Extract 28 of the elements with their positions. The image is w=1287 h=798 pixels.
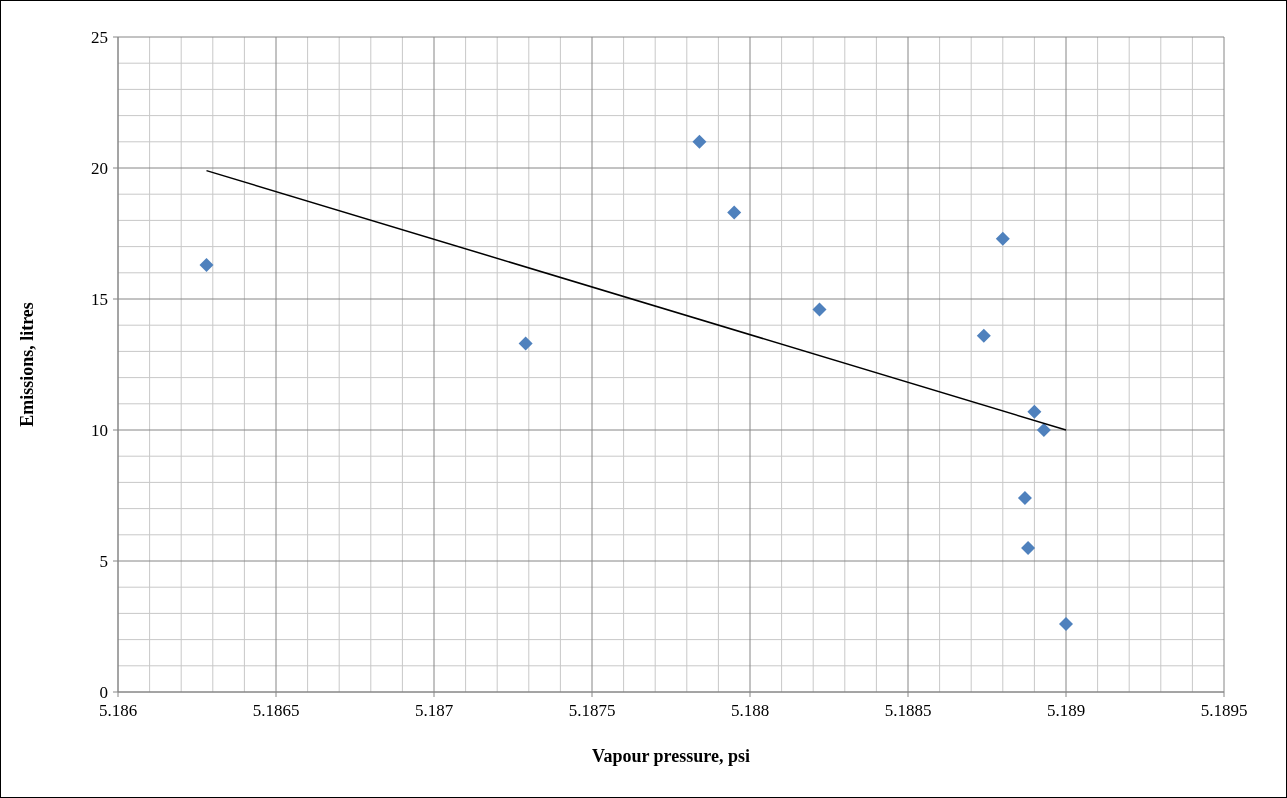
point [995, 231, 1010, 246]
x-tick-label: 5.1875 [568, 701, 616, 720]
y-tick-label: 0 [99, 682, 108, 702]
x-tick-label: 5.188 [730, 701, 770, 720]
x-tick-label: 5.189 [1046, 701, 1086, 720]
x-axis-title: Vapour pressure, psi [592, 746, 750, 766]
point [976, 328, 991, 343]
point [812, 302, 827, 317]
x-tick-label: 5.1865 [252, 701, 300, 720]
x-tick-label: 5.187 [414, 701, 454, 720]
point [1017, 491, 1032, 506]
x-tick-label: 5.1895 [1200, 701, 1248, 720]
point [199, 257, 214, 272]
y-tick-label: 15 [91, 289, 108, 309]
point [1059, 616, 1073, 631]
y-tick-label: 10 [91, 420, 108, 440]
x-tick-label: 5.1885 [884, 701, 932, 720]
y-axis-title: Emissions, litres [17, 302, 37, 427]
point [727, 205, 742, 220]
point [1021, 540, 1036, 555]
y-tick-label: 25 [91, 27, 108, 47]
y-tick-label: 20 [91, 158, 108, 178]
x-tick-label: 5.186 [98, 701, 138, 720]
point [692, 134, 707, 149]
point [1036, 423, 1051, 437]
y-tick-label: 5 [99, 551, 108, 571]
point [1027, 404, 1042, 419]
point [518, 336, 533, 351]
